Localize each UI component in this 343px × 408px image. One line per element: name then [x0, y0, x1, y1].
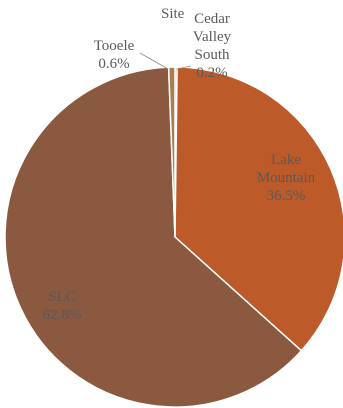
- pie-slice-slc: [4, 66, 303, 408]
- slice-labels: Cedar Valley South 0.2% Lake Mountain 36.5% SLC…: [43, 11, 316, 323]
- leader-line-cedar-valley-south: [176, 65, 192, 70]
- slice-label-lake-mountain: Lake Mountain 36.5%: [257, 152, 316, 204]
- leader-lines: [139, 52, 192, 70]
- header-fragment: Site: [161, 6, 185, 22]
- slice-label-cedar-valley-south: Cedar Valley South 0.2%: [193, 11, 232, 81]
- leader-line-tooele: [139, 52, 169, 70]
- pie-slice-tooele: [167, 66, 176, 238]
- pie-slices: [4, 66, 343, 408]
- slice-label-slc: SLC 62.8%: [43, 289, 82, 323]
- slice-label-tooele: Tooele 0.6%: [94, 38, 135, 72]
- pie-slice-lake-mountain: [174, 66, 343, 352]
